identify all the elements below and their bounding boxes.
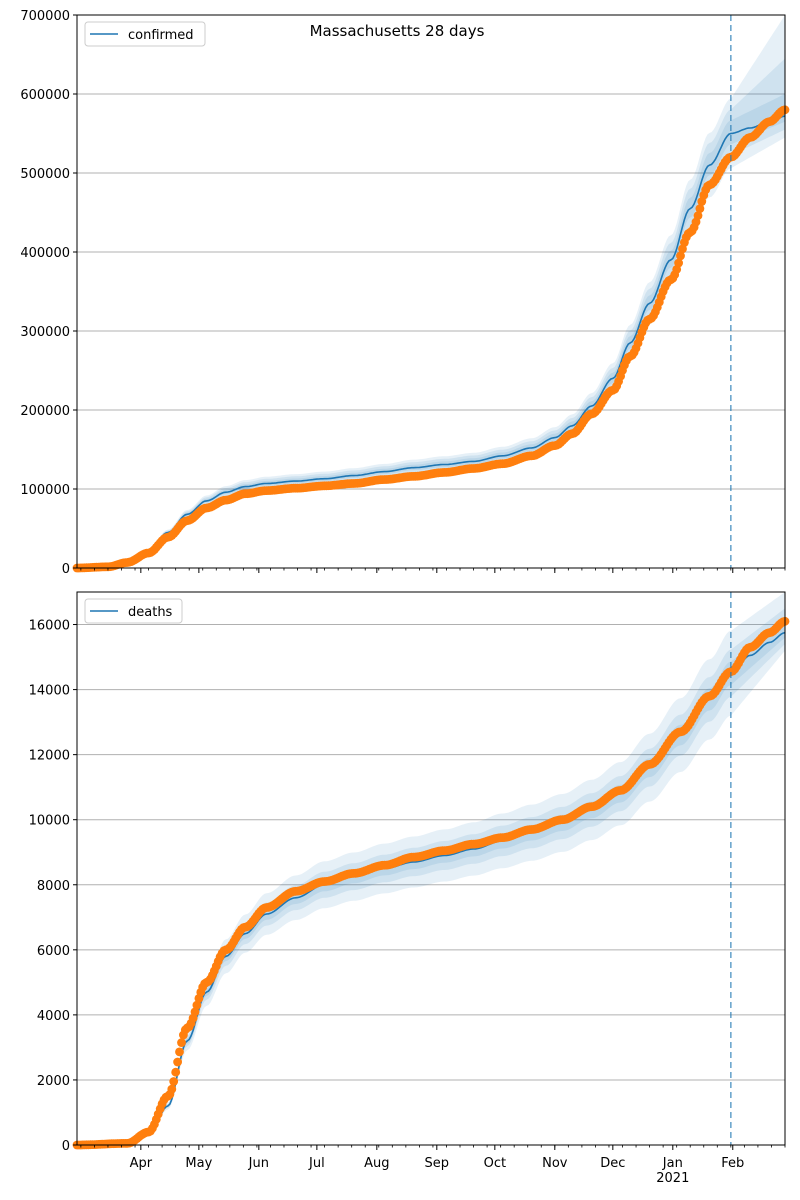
x-tick-label: Jan bbox=[662, 1156, 683, 1171]
x-tick-label: Feb bbox=[721, 1156, 744, 1171]
deaths-panel: 0 2000 4000 6000 8000 10000 12000 14000 16000 Apr… bbox=[29, 591, 790, 1186]
x-tick-label: Dec bbox=[600, 1156, 625, 1171]
observed-point bbox=[177, 1038, 186, 1047]
legend-label: deaths bbox=[128, 605, 173, 620]
observed-point bbox=[171, 1067, 181, 1077]
y-tick-label: 8000 bbox=[37, 879, 70, 894]
observed-point bbox=[175, 1047, 184, 1057]
y-tick-label: 500000 bbox=[20, 167, 70, 182]
observed-point bbox=[169, 1077, 179, 1086]
y-tick-label: 200000 bbox=[20, 404, 70, 419]
axes-frame bbox=[76, 14, 786, 569]
observed-point bbox=[693, 211, 703, 221]
y-tick-label: 700000 bbox=[20, 9, 70, 24]
observed-point bbox=[192, 1000, 202, 1010]
x-year-label: 2021 bbox=[656, 1171, 689, 1186]
y-tick-label: 4000 bbox=[37, 1009, 70, 1024]
x-tick-label: Nov bbox=[542, 1156, 568, 1171]
x-tick-label: Jun bbox=[248, 1156, 269, 1171]
y-tick-label: 10000 bbox=[29, 814, 70, 829]
observed-point bbox=[695, 204, 705, 214]
x-tick-label: Oct bbox=[484, 1156, 506, 1171]
uncertainty-band bbox=[77, 592, 785, 1145]
y-tick-label: 14000 bbox=[29, 684, 70, 699]
y-tick-label: 16000 bbox=[29, 619, 70, 634]
x-tick-label: Apr bbox=[130, 1156, 153, 1171]
y-tick-label: 0 bbox=[62, 562, 70, 577]
legend: confirmed bbox=[84, 21, 206, 47]
y-tick-label: 0 bbox=[62, 1139, 70, 1154]
model-series-line bbox=[77, 115, 786, 569]
legend-box bbox=[84, 21, 206, 47]
legend-label: confirmed bbox=[128, 28, 194, 43]
y-tick-label: 400000 bbox=[20, 246, 70, 261]
x-tick-label: Aug bbox=[364, 1156, 389, 1171]
y-tick-label: 12000 bbox=[29, 749, 70, 764]
legend: deaths bbox=[84, 598, 183, 624]
observed-point bbox=[674, 258, 683, 268]
x-tick-label: Sep bbox=[425, 1156, 450, 1171]
y-tick-label: 2000 bbox=[37, 1074, 70, 1089]
observed-point bbox=[167, 1084, 177, 1094]
chart-title: Massachusetts 28 days bbox=[310, 22, 485, 40]
y-tick-label: 600000 bbox=[20, 88, 70, 103]
confirmed-panel: 0 100000 200000 300000 400000 500000 600000 700… bbox=[20, 9, 790, 577]
y-tick-label: 6000 bbox=[37, 944, 70, 959]
observed-point bbox=[190, 1007, 200, 1017]
x-tick-label: May bbox=[185, 1156, 212, 1171]
y-tick-label: 100000 bbox=[20, 483, 70, 498]
observed-point bbox=[173, 1057, 183, 1067]
axes-frame bbox=[76, 591, 786, 1146]
legend-box bbox=[84, 598, 183, 624]
x-tick-label: Jul bbox=[308, 1156, 325, 1171]
observed-point bbox=[676, 251, 685, 261]
y-tick-label: 300000 bbox=[20, 325, 70, 340]
